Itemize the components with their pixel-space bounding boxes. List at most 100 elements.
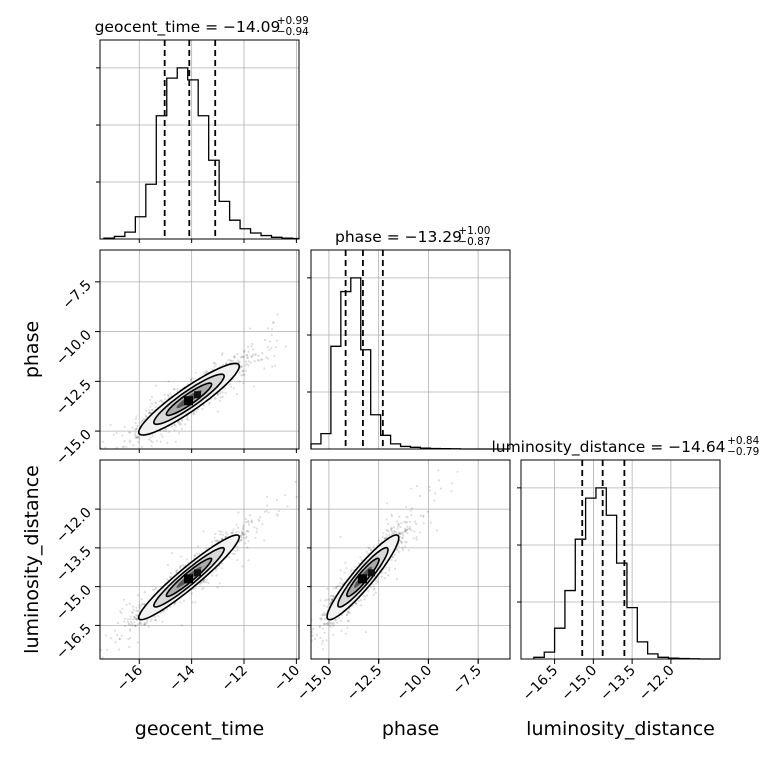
scatter-point bbox=[323, 611, 326, 614]
scatter-point bbox=[238, 371, 241, 374]
scatter-point bbox=[161, 620, 164, 623]
scatter-point bbox=[392, 526, 396, 529]
scatter-point bbox=[226, 533, 229, 536]
scatter-point bbox=[135, 427, 138, 430]
scatter-point bbox=[129, 628, 132, 631]
scatter-point bbox=[220, 567, 223, 570]
scatter-point bbox=[123, 617, 127, 621]
scatter-point bbox=[238, 380, 241, 383]
scatter-point bbox=[134, 435, 137, 438]
x-tick-label: −10.0 bbox=[394, 663, 436, 705]
scatter-point bbox=[436, 529, 439, 532]
scatter-point bbox=[131, 611, 134, 614]
scatter-point bbox=[430, 521, 433, 524]
scatter-point bbox=[393, 530, 396, 533]
x-axis-label-geocent_time: geocent_time bbox=[135, 718, 264, 740]
scatter-point bbox=[247, 530, 250, 533]
scatter-point bbox=[372, 545, 375, 548]
scatter-point bbox=[123, 425, 126, 429]
title-text: phase = −13.29 bbox=[335, 228, 462, 246]
scatter-point bbox=[149, 620, 152, 623]
scatter-point bbox=[241, 355, 244, 358]
scatter-point bbox=[390, 515, 394, 518]
scatter-point bbox=[437, 469, 440, 472]
scatter-point bbox=[302, 316, 304, 318]
scatter-point bbox=[302, 653, 304, 655]
scatter-point bbox=[136, 617, 139, 620]
scatter-point bbox=[332, 587, 335, 590]
scatter-point bbox=[350, 569, 353, 573]
scatter-point bbox=[186, 416, 189, 419]
scatter-point bbox=[140, 445, 143, 448]
scatter-point bbox=[334, 619, 337, 622]
scatter-point bbox=[403, 545, 407, 548]
scatter-point bbox=[345, 632, 348, 635]
scatter-point bbox=[409, 509, 412, 512]
scatter-point bbox=[149, 405, 152, 408]
scatter-point bbox=[385, 536, 388, 539]
scatter-point bbox=[319, 636, 322, 640]
scatter-point bbox=[154, 384, 158, 387]
scatter-point bbox=[109, 637, 112, 640]
scatter-point bbox=[396, 527, 399, 530]
scatter-point bbox=[135, 618, 139, 621]
scatter-point bbox=[241, 374, 244, 377]
scatter-point bbox=[245, 517, 248, 521]
scatter-point bbox=[194, 371, 197, 374]
scatter-point bbox=[241, 531, 244, 534]
histogram-title: geocent_time = −14.09 bbox=[95, 18, 281, 37]
scatter-point bbox=[397, 525, 400, 528]
scatter-point bbox=[265, 356, 268, 359]
scatter-point bbox=[136, 623, 139, 626]
scatter-point bbox=[329, 625, 332, 628]
scatter-point bbox=[115, 446, 118, 449]
scatter-point bbox=[181, 564, 184, 567]
scatter-point bbox=[330, 598, 333, 602]
scatter-point bbox=[219, 533, 222, 536]
scatter-point bbox=[195, 553, 198, 556]
scatter-point bbox=[328, 602, 331, 605]
scatter-point bbox=[162, 429, 165, 433]
scatter-point bbox=[179, 567, 182, 570]
scatter-point bbox=[227, 358, 230, 362]
scatter-point bbox=[240, 364, 243, 368]
scatter-point bbox=[113, 453, 115, 455]
scatter-point bbox=[434, 492, 437, 495]
scatter-point bbox=[244, 369, 247, 372]
scatter-point bbox=[135, 606, 138, 609]
scatter-point bbox=[328, 624, 331, 627]
scatter-point bbox=[266, 357, 270, 360]
scatter-point bbox=[252, 385, 256, 388]
scatter-point bbox=[221, 353, 224, 356]
scatter-point bbox=[407, 549, 410, 552]
scatter-point bbox=[139, 605, 142, 608]
scatter-point bbox=[284, 345, 287, 348]
scatter-point bbox=[321, 642, 324, 645]
y-tick-label: −7.5 bbox=[59, 277, 94, 312]
scatter-point bbox=[319, 599, 322, 602]
scatter-point bbox=[360, 558, 363, 562]
scatter-point bbox=[400, 522, 403, 525]
y-axis-label-luminosity_distance: luminosity_distance bbox=[21, 465, 43, 654]
scatter-point bbox=[118, 637, 121, 641]
histogram-title: luminosity_distance = −14.64 bbox=[491, 438, 725, 457]
title-error-plus: +0.84 bbox=[727, 435, 759, 447]
scatter-point bbox=[327, 598, 330, 601]
scatter-point bbox=[367, 590, 370, 593]
scatter-point bbox=[213, 536, 216, 539]
panel-phase-geocent_time bbox=[99, 249, 304, 455]
scatter-point bbox=[244, 537, 247, 540]
title-error-minus: −0.79 bbox=[727, 446, 759, 458]
scatter-point bbox=[166, 608, 169, 611]
scatter-point bbox=[169, 605, 172, 608]
scatter-point bbox=[153, 619, 157, 622]
scatter-point bbox=[155, 406, 158, 409]
scatter-point bbox=[270, 679, 272, 681]
scatter-point bbox=[235, 523, 238, 526]
scatter-point bbox=[187, 418, 190, 422]
scatter-point bbox=[122, 620, 126, 623]
scatter-point bbox=[301, 648, 303, 650]
scatter-point bbox=[344, 561, 347, 564]
scatter-point bbox=[245, 353, 249, 357]
scatter-point bbox=[224, 361, 227, 365]
